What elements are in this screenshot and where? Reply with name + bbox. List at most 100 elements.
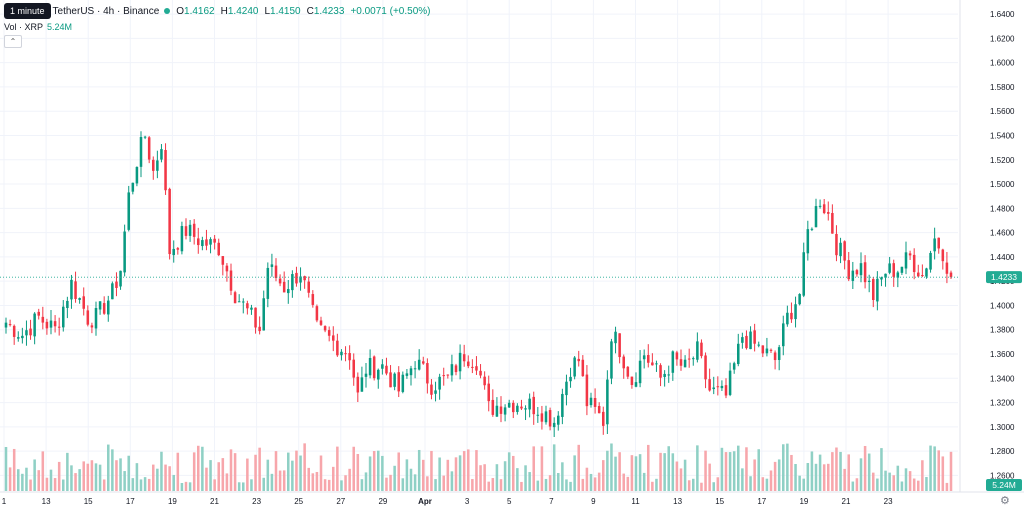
volume-bar: [426, 476, 429, 491]
candle-body: [822, 204, 826, 214]
candle-body: [765, 348, 769, 354]
volume-bar: [732, 451, 736, 491]
candle-body: [569, 376, 572, 382]
volume-bar: [737, 445, 740, 491]
y-tick-label: 1.5000: [990, 180, 1015, 189]
candle-body: [8, 324, 12, 326]
volume-bar: [135, 463, 139, 491]
volume-bar: [471, 479, 474, 491]
candle-body: [147, 137, 151, 160]
time-axis[interactable]: 1 13 15 17 19 21 23 25 27 29 Apr 3 5 7 9 11 13 15 17 19 21 23: [0, 491, 1024, 506]
volume-bar: [307, 467, 310, 491]
candle-body: [888, 263, 891, 273]
candle-body: [884, 273, 887, 278]
volume-bar: [115, 460, 118, 491]
volume-bar: [344, 475, 347, 491]
settings-gear-icon[interactable]: ⚙: [1000, 495, 1010, 507]
candle-body: [78, 298, 81, 300]
candle-body: [115, 281, 118, 288]
volume-bar: [405, 459, 409, 491]
volume-bar: [217, 462, 220, 491]
x-tick-label: 13: [42, 497, 51, 506]
candle-body: [176, 248, 180, 250]
candle-body: [434, 390, 437, 394]
candle-body: [188, 224, 192, 236]
volume-bar: [446, 459, 450, 491]
volume-bar: [57, 461, 61, 491]
price-axis[interactable]: 1.6400 1.6200 1.6000 1.5800 1.5600 1.5400 1.52…: [959, 0, 1015, 492]
candle-body: [642, 355, 646, 360]
candle-body: [393, 373, 396, 387]
y-tick-label: 1.6000: [990, 59, 1015, 68]
candle-body: [790, 312, 793, 320]
candle-body: [323, 326, 327, 331]
volume-bar: [724, 452, 728, 491]
volume-bar: [565, 479, 568, 491]
candle-body: [90, 325, 94, 328]
x-tick-label: 27: [336, 497, 345, 506]
candle-body: [340, 351, 343, 356]
volume-bar: [434, 479, 437, 491]
volume-bar: [528, 472, 531, 491]
volume-bar: [831, 452, 834, 491]
volume-bar: [896, 465, 900, 491]
collapse-legend-button[interactable]: ⌃: [4, 35, 22, 48]
candle-body: [593, 398, 597, 407]
candle-body: [278, 278, 282, 284]
volume-bar: [802, 478, 805, 491]
volume-bar: [389, 474, 392, 491]
volume-bar: [777, 459, 781, 491]
candle-body: [602, 411, 605, 426]
volume-bar: [614, 456, 617, 491]
candle-body: [209, 239, 212, 245]
volume-bar: [340, 480, 343, 491]
volume-bar: [86, 463, 90, 491]
volume-bar: [638, 454, 642, 491]
candle-body: [192, 223, 196, 237]
candles: [4, 131, 953, 437]
volume-bar: [884, 470, 887, 491]
volume-bar: [413, 474, 417, 491]
volume-bar: [651, 481, 654, 491]
volume-bar: [242, 482, 245, 491]
candle-body: [679, 359, 683, 366]
market-status-icon: [164, 8, 171, 14]
candle-body: [512, 402, 515, 413]
candle-body: [344, 353, 347, 355]
candle-body: [552, 422, 556, 428]
candle-body: [70, 279, 73, 300]
candle-body: [53, 321, 57, 327]
candle-body: [675, 352, 679, 360]
candle-body: [483, 376, 486, 386]
candle-body: [798, 294, 801, 305]
volume-bar: [94, 463, 98, 491]
candle-body: [737, 343, 740, 365]
candle-body: [422, 361, 425, 364]
volume-bar: [814, 463, 818, 491]
volume-bar: [229, 449, 233, 491]
candle-body: [528, 398, 531, 410]
candle-body: [385, 365, 388, 374]
candle-body: [606, 379, 609, 425]
candle-body: [696, 341, 699, 360]
candle-body: [246, 303, 249, 309]
volume-bar: [757, 449, 760, 491]
volume-bar: [581, 478, 585, 491]
candle-body: [377, 369, 380, 380]
candle-body: [610, 341, 613, 379]
candle-body: [417, 359, 421, 370]
volume-bar: [929, 445, 932, 491]
volume-bar: [499, 479, 503, 491]
volume-bar: [111, 449, 114, 491]
candle-body: [356, 376, 360, 393]
candle-body: [622, 356, 625, 369]
y-tick-label: 1.3000: [990, 423, 1015, 432]
volume-bar: [634, 456, 638, 491]
volume-bar: [589, 473, 593, 491]
volume-bar: [131, 478, 135, 491]
symbol-title[interactable]: TetherUS · 4h · Binance: [52, 5, 160, 17]
volume-bar: [863, 445, 867, 491]
candle-body: [303, 276, 306, 281]
candle-body: [507, 402, 511, 408]
